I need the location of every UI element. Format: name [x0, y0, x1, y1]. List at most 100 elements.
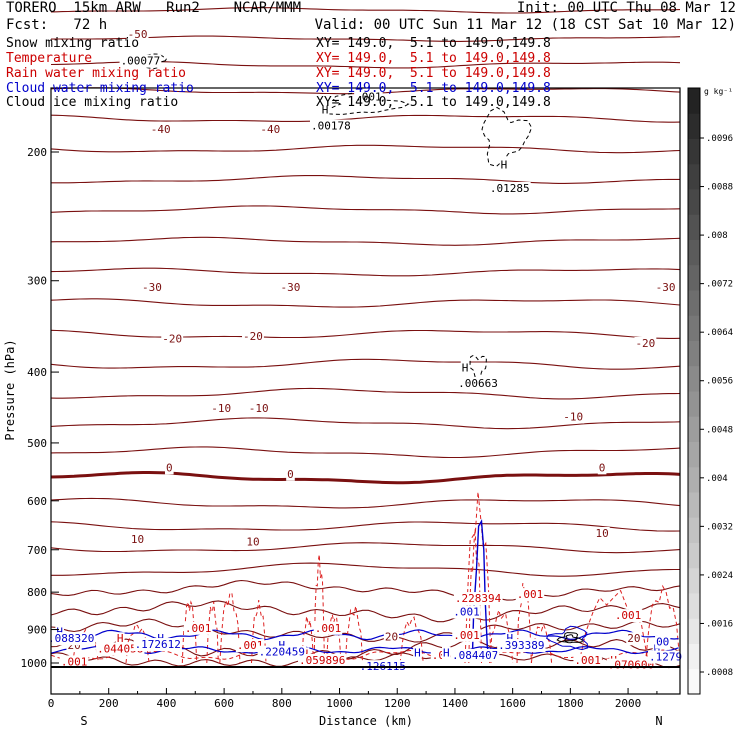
- colorbar-segment: [688, 492, 700, 518]
- cloud-water-label: .088320: [48, 632, 94, 645]
- temperature-label: -50: [128, 28, 148, 41]
- snow-label: .01285: [490, 182, 530, 195]
- snow-label-bg: [354, 90, 383, 104]
- rain-label-bg: [298, 653, 347, 667]
- snow-contour: [469, 354, 487, 381]
- temperature-label: -10: [249, 402, 269, 415]
- isotherm: [50, 7, 681, 14]
- snow-contour: [481, 106, 533, 167]
- end-label-south: S: [80, 714, 87, 728]
- temperature-label: 10: [246, 535, 259, 548]
- colorbar-tick-label: .0064: [706, 328, 733, 338]
- rain-label-bg: [452, 628, 481, 642]
- colorbar-tick-label: .0032: [706, 522, 733, 532]
- x-tick-label: 200: [99, 697, 119, 710]
- rain-label: .070600: [608, 659, 654, 672]
- snow-label: H: [322, 104, 329, 117]
- temperature-label-bg: [247, 402, 270, 416]
- rain-label: .001: [185, 622, 212, 635]
- snow-label-bg: [457, 376, 499, 390]
- isotherm: [50, 417, 681, 430]
- rain-label-bg: [96, 642, 145, 656]
- cloud-water-label: H: [654, 642, 661, 655]
- isotherm: [50, 267, 681, 277]
- rain-label: .059896: [299, 654, 345, 667]
- cloud-water-contour: [50, 645, 679, 655]
- field-xy-cloud-ice: XY= 149.0, 5.1 to 149.0,149.8: [316, 95, 551, 110]
- y-tick-label: 700: [27, 544, 47, 557]
- temperature-label: -30: [281, 281, 301, 294]
- temperature-label: -40: [260, 123, 280, 136]
- rain-label: .001: [615, 609, 642, 622]
- temperature-label-bg: [126, 28, 149, 42]
- rain-contour: [125, 623, 150, 664]
- init-time: Init: 00 UTC Thu 08 Mar 12: [516, 0, 736, 16]
- temperature-label-bg: [594, 526, 610, 540]
- cloud-water-label-bg: [257, 645, 307, 659]
- colorbar-segment: [688, 416, 700, 442]
- colorbar-tick-label: .0024: [706, 571, 733, 581]
- rain-label-bg: [453, 592, 503, 606]
- isotherm: [50, 497, 681, 509]
- y-tick-label: 800: [27, 586, 47, 599]
- y-tick-label: 900: [27, 624, 47, 637]
- x-tick-label: 600: [214, 697, 234, 710]
- colorbar-tick-label: .0048: [706, 425, 733, 435]
- temperature-label: 0: [287, 468, 294, 481]
- cloud-water-label-bg: [47, 632, 96, 646]
- temperature-label-bg: [161, 332, 184, 346]
- isotherm: [50, 471, 681, 485]
- temperature-label-bg: [141, 281, 163, 295]
- rain-label: .001: [315, 622, 342, 635]
- rain-label: .044058: [97, 642, 143, 655]
- isotherm: [50, 579, 681, 601]
- rain-label: .001: [453, 629, 480, 642]
- isotherm: [50, 114, 681, 123]
- temperature-label-bg: [210, 402, 233, 416]
- temperature-label-bg: [634, 337, 657, 351]
- colorbar-segment: [688, 88, 700, 114]
- x-tick-label: 400: [156, 697, 176, 710]
- field-xy-snow: XY= 149.0, 5.1 to 149.0,149.8: [316, 36, 551, 51]
- temperature-label: -30: [656, 281, 676, 294]
- cloud-water-label-bg: [55, 625, 64, 639]
- rain-contour: [219, 592, 241, 664]
- temperature-label: -20: [243, 330, 263, 343]
- rain-label-bg: [183, 621, 213, 635]
- rain-label-bg: [606, 658, 656, 672]
- colorbar-segment: [688, 239, 700, 266]
- rain-contour: [468, 528, 482, 664]
- temperature-label: 20: [385, 631, 398, 644]
- temperature-label-bg: [597, 461, 607, 475]
- colorbar-tick-label: .008: [706, 231, 728, 241]
- temperature-label-bg: [279, 281, 302, 295]
- axes: 0 200 400 600 800 1000 1200 1400 1600 1800 2000200…: [21, 146, 658, 710]
- colorbar-segment: [688, 340, 700, 367]
- cloud-ice-contour: [563, 634, 578, 642]
- rain-label-bg: [115, 632, 125, 646]
- temperature-label-bg: [626, 632, 642, 646]
- temperature-label-bg: [562, 410, 585, 424]
- colorbar-tick-label: .0016: [706, 619, 733, 629]
- snow-label: .00663: [458, 377, 498, 390]
- temperature-label-bg: [654, 281, 677, 295]
- cloud-water-label: H: [506, 632, 513, 645]
- field-name-cloud-ice: Cloud ice mixing ratio: [6, 95, 179, 110]
- snow-label-bg: [488, 181, 531, 195]
- cloud-water-label: .001: [453, 605, 480, 618]
- model-title: TORERO 15km ARW Run2 NCAR/MMM: [6, 0, 302, 16]
- x-tick-label: 0: [48, 697, 55, 710]
- cloud-water-label-bg: [497, 639, 546, 653]
- rain-label-bg: [515, 588, 545, 602]
- y-tick-label: 600: [27, 495, 47, 508]
- rain-label-bg: [613, 609, 643, 623]
- cloud-water-label: .393389: [498, 639, 544, 652]
- y-axis-label: Pressure (hPa): [3, 339, 17, 440]
- rain-label: .001: [517, 588, 544, 601]
- x-tick-label: 1400: [442, 697, 469, 710]
- x-tick-label: 1200: [384, 697, 411, 710]
- rain-contour: [344, 605, 364, 664]
- temperature-label: 10: [131, 533, 144, 546]
- colorbar-segment: [688, 163, 700, 190]
- cloud-water-label-bg: [277, 639, 287, 653]
